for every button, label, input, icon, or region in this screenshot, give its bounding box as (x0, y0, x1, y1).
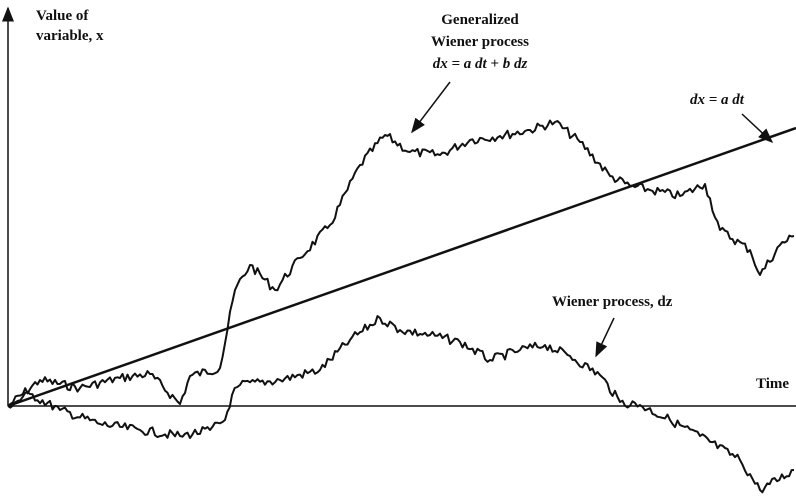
generalized-equation: dx = a dt + b dz (433, 56, 528, 72)
y-label: Value of (36, 8, 89, 24)
arrow (741, 113, 774, 144)
generalized-wiener-path (7, 119, 795, 407)
generalized-label: Generalized (441, 12, 519, 28)
drift-line (7, 126, 796, 408)
wiener-path (7, 315, 795, 494)
y-label: variable, x (36, 28, 104, 44)
arrow (411, 81, 451, 134)
arrow (595, 317, 615, 358)
generalized-label: Wiener process (431, 34, 529, 50)
x-label: Time (756, 376, 789, 392)
drift-label: dx = a dt (690, 92, 745, 108)
wiener-label: Wiener process, dz (552, 294, 673, 310)
